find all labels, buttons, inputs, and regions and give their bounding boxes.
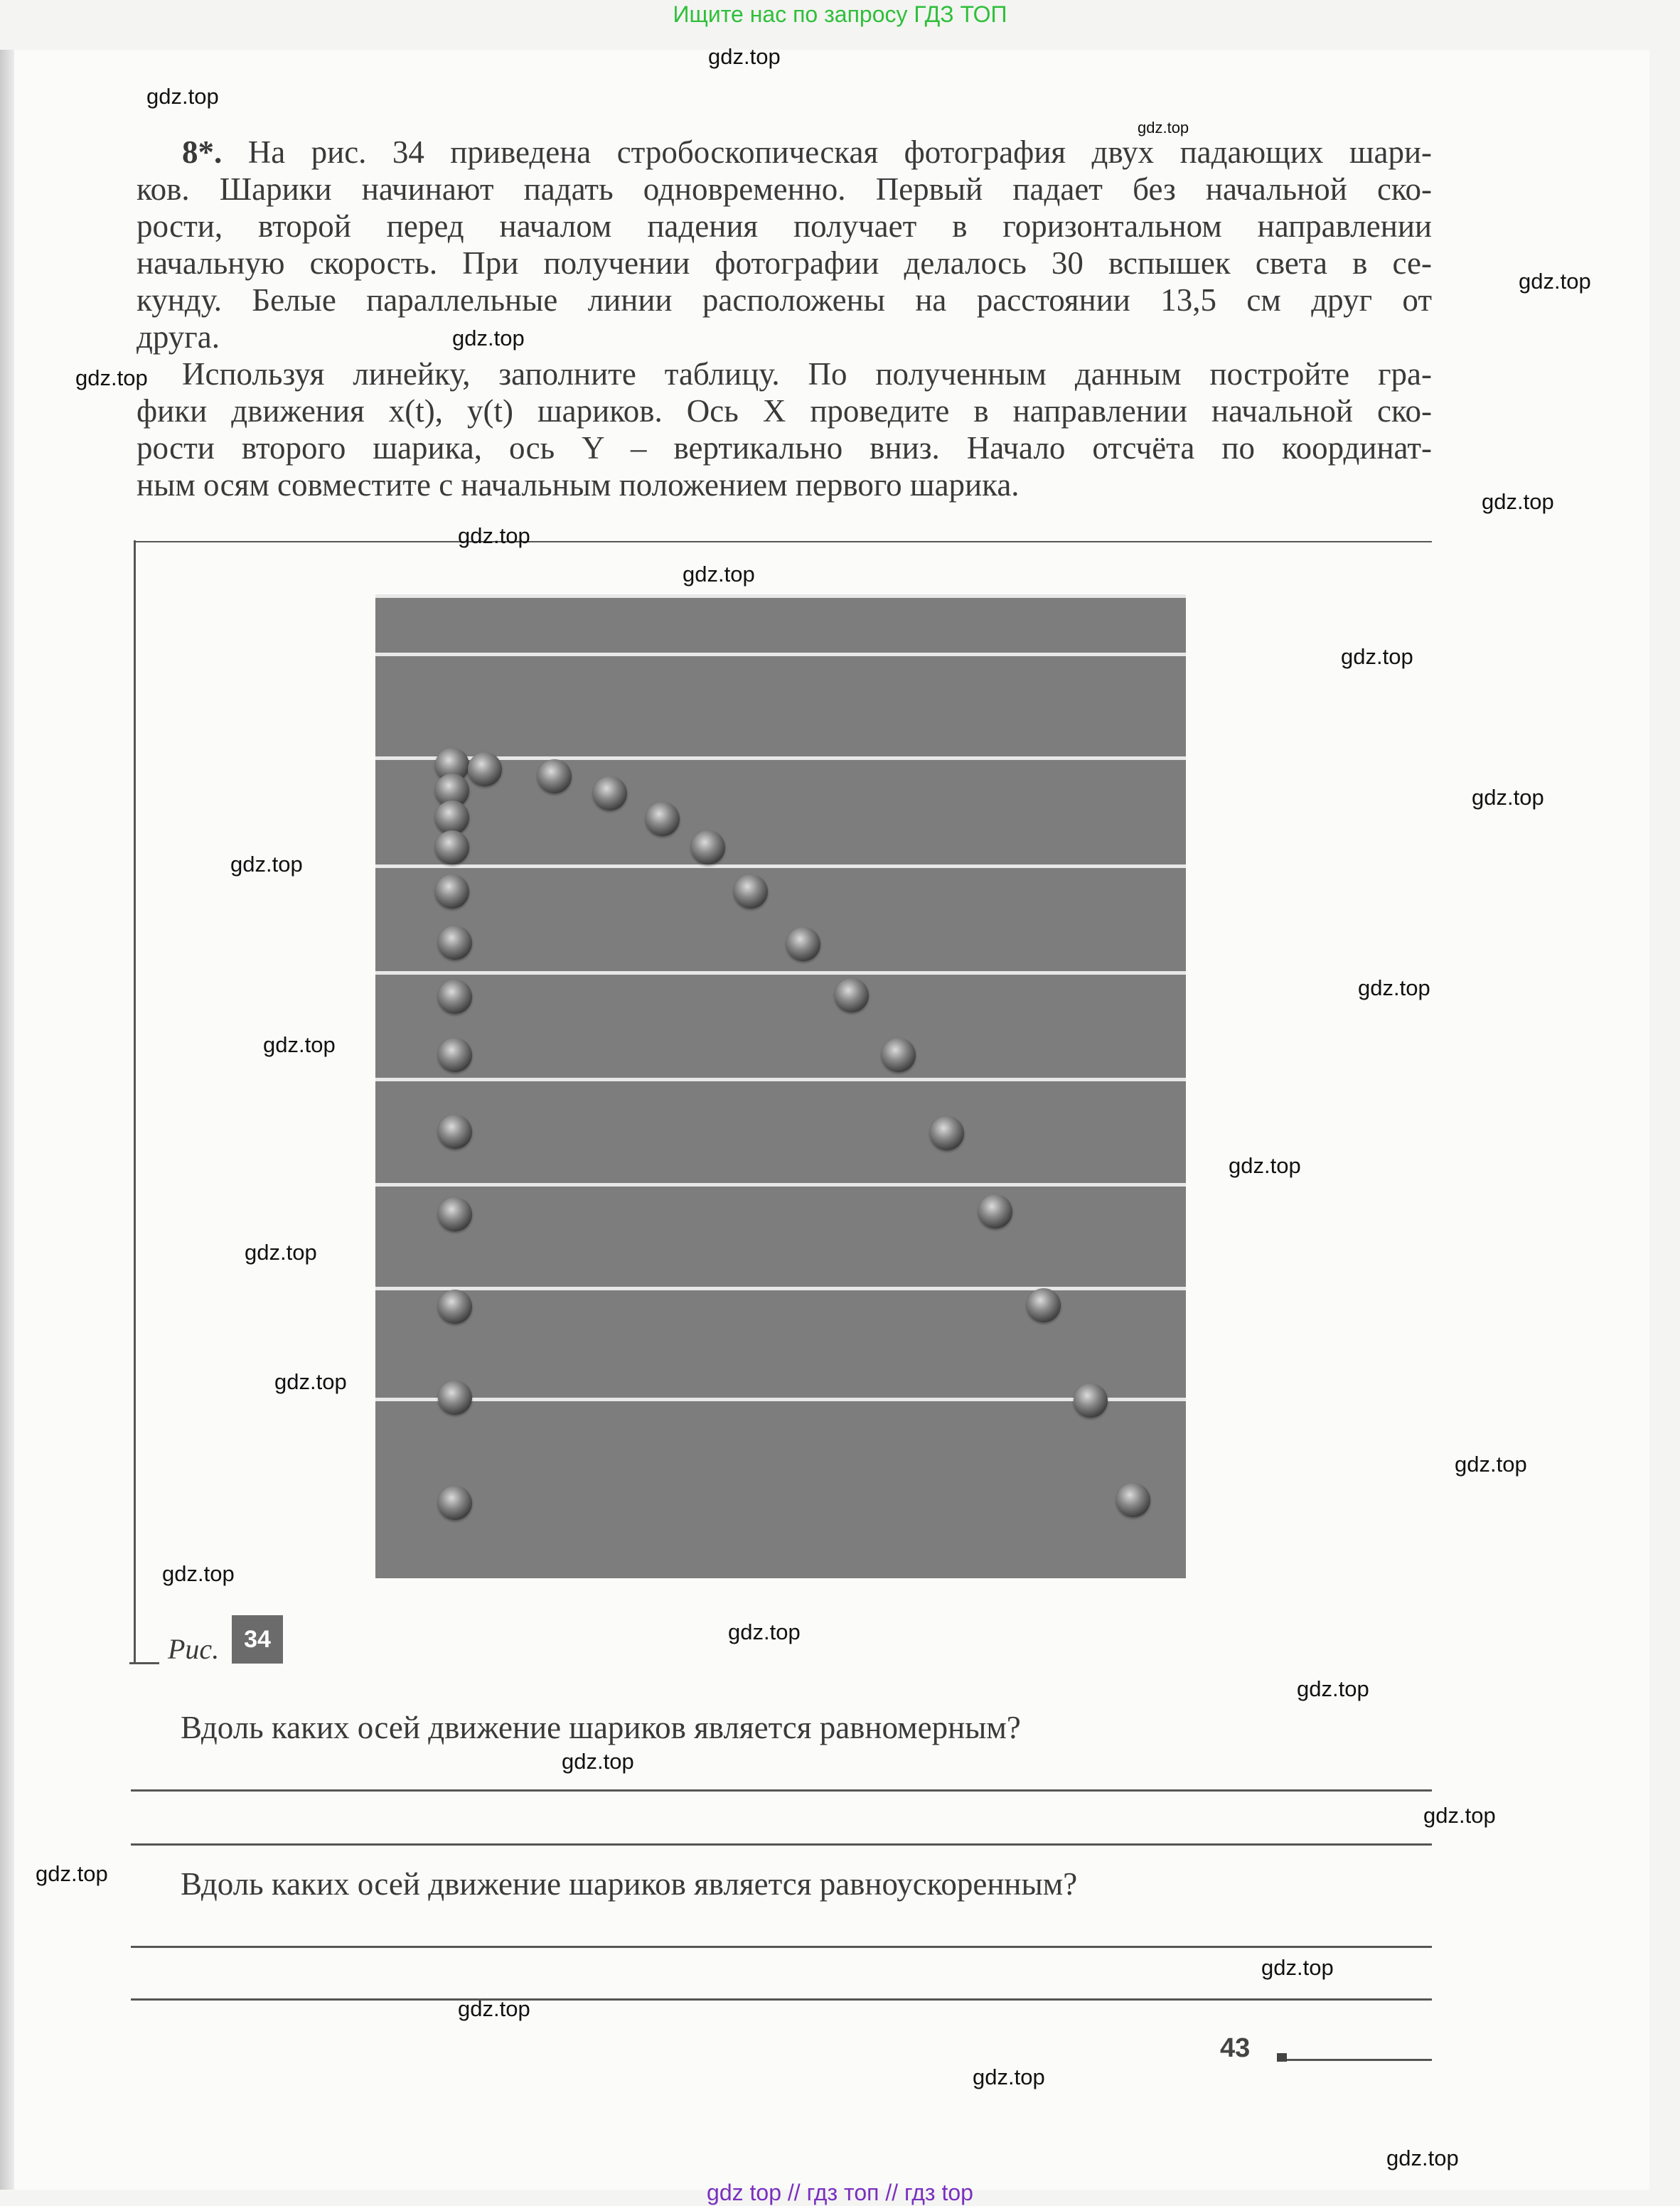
task-line: рости второго шарика, ось Y – вертикальн…	[137, 430, 1432, 466]
ball-horizontal-launch	[930, 1116, 964, 1150]
task-number: 8*.	[182, 134, 223, 170]
watermark-text: gdz.top	[36, 1861, 108, 1886]
ball-horizontal-launch	[1074, 1383, 1108, 1418]
task-text: 8*. На рис. 34 приведена стробоскопическ…	[137, 134, 1432, 503]
figure-label: Рис.	[168, 1633, 220, 1665]
white-reference-line	[375, 1287, 1186, 1290]
watermark-text: gdz.top	[973, 2065, 1045, 2089]
white-reference-line	[375, 594, 1186, 598]
figure-frame-left	[134, 540, 136, 1664]
watermark-text: gdz.top	[562, 1749, 634, 1774]
watermark-text: gdz.top	[1472, 785, 1544, 810]
task-line: рости, второй перед началом падения полу…	[137, 208, 1432, 244]
white-reference-line	[375, 1183, 1186, 1187]
task-line: 8*. На рис. 34 приведена стробоскопическ…	[182, 134, 1432, 170]
watermark-text: gdz.top	[1297, 1676, 1369, 1701]
watermark-text: gdz.top	[1229, 1153, 1301, 1178]
task-line: начальную скорость. При получении фотогр…	[137, 245, 1432, 281]
page-number-marker	[1277, 2053, 1287, 2062]
ball-horizontal-launch	[835, 978, 869, 1012]
ball-free-fall	[438, 980, 472, 1014]
watermark-text: gdz.top	[1482, 489, 1554, 514]
watermark-text: gdz.top	[146, 84, 219, 109]
page-number: 43	[1220, 2033, 1251, 2063]
question-uniform: Вдоль каких осей движение шариков являет…	[181, 1710, 1021, 1745]
watermark-text: gdz.top	[75, 365, 148, 390]
watermark-text: gdz.top	[1261, 1955, 1334, 1980]
ball-horizontal-launch	[593, 776, 627, 810]
ball-horizontal-launch	[537, 759, 572, 793]
white-reference-line	[375, 1398, 1186, 1401]
ball-horizontal-launch	[691, 830, 725, 864]
ball-free-fall	[435, 874, 469, 909]
ball-horizontal-launch	[468, 752, 502, 786]
watermark-text: gdz.top	[1519, 269, 1591, 294]
task-line: кунду. Белые параллельные линии располож…	[137, 282, 1432, 318]
watermark-text: gdz.top	[452, 326, 525, 350]
watermark-text: gdz.top	[230, 852, 303, 877]
ball-free-fall	[438, 1197, 472, 1231]
watermark-text: gdz.top	[1455, 1452, 1527, 1477]
ball-free-fall	[438, 1381, 472, 1415]
watermark-text: gdz.top	[1358, 975, 1430, 1000]
ball-free-fall	[438, 1115, 472, 1149]
ball-horizontal-launch	[786, 927, 820, 961]
answer-line[interactable]	[131, 1946, 1432, 1948]
watermark-text: gdz.top	[458, 1996, 530, 2021]
white-reference-line	[375, 864, 1186, 868]
watermark-text: gdz.top	[263, 1032, 336, 1057]
ball-free-fall	[435, 830, 469, 864]
watermark-text: gdz.top	[1386, 2146, 1459, 2170]
task-line: ков. Шарики начинают падать одновременно…	[137, 171, 1432, 207]
task-line: друга.	[137, 319, 220, 355]
watermark-text: gdz.top	[162, 1561, 235, 1586]
ball-horizontal-launch	[978, 1194, 1012, 1228]
watermark-text: gdz.top	[274, 1369, 347, 1394]
ball-free-fall	[438, 1038, 472, 1072]
task-line: Используя линейку, заполните таблицу. По…	[182, 356, 1432, 392]
watermark-text: gdz.top	[458, 523, 530, 548]
white-reference-line	[375, 756, 1186, 760]
watermark-text: gdz.top	[683, 562, 755, 587]
watermark-text: gdz.top	[1423, 1803, 1496, 1828]
ball-free-fall	[438, 1290, 472, 1324]
answer-line[interactable]	[131, 1789, 1432, 1792]
ball-horizontal-launch	[734, 874, 768, 909]
ball-free-fall	[438, 926, 472, 960]
watermark-text: gdz.top	[1138, 119, 1189, 136]
figure-number: 34	[232, 1615, 283, 1664]
watermark-text: gdz.top	[245, 1240, 317, 1265]
task-line: ным осям совместите с начальным положени…	[137, 467, 1020, 503]
bottom-banner-link[interactable]: gdz top // гдз топ // гдз top	[707, 2180, 973, 2205]
white-reference-line	[375, 1078, 1186, 1081]
top-banner-link[interactable]: Ищите нас по запросу ГДЗ ТОП	[673, 1, 1007, 27]
figure-frame-top	[134, 541, 1432, 542]
ball-horizontal-launch	[646, 802, 680, 836]
ball-horizontal-launch	[1027, 1288, 1061, 1322]
white-reference-line	[375, 653, 1186, 656]
question-accelerated: Вдоль каких осей движение шариков являет…	[181, 1866, 1078, 1902]
watermark-text: gdz.top	[708, 44, 781, 69]
ball-horizontal-launch	[882, 1038, 916, 1072]
page-number-rule	[1287, 2059, 1432, 2061]
stroboscopic-photo	[375, 594, 1186, 1578]
ball-free-fall	[438, 1486, 472, 1520]
watermark-text: gdz.top	[728, 1619, 801, 1644]
task-line: фики движения x(t), y(t) шариков. Ось X …	[137, 393, 1432, 429]
ball-horizontal-launch	[1116, 1483, 1150, 1517]
watermark-text: gdz.top	[1341, 644, 1413, 669]
white-reference-line	[375, 971, 1186, 975]
answer-line[interactable]	[131, 1843, 1432, 1846]
ball-free-fall	[435, 801, 469, 835]
figure-frame-bottom	[129, 1662, 159, 1664]
answer-line[interactable]	[131, 1998, 1432, 2001]
page-edge-shadow	[0, 50, 14, 2190]
